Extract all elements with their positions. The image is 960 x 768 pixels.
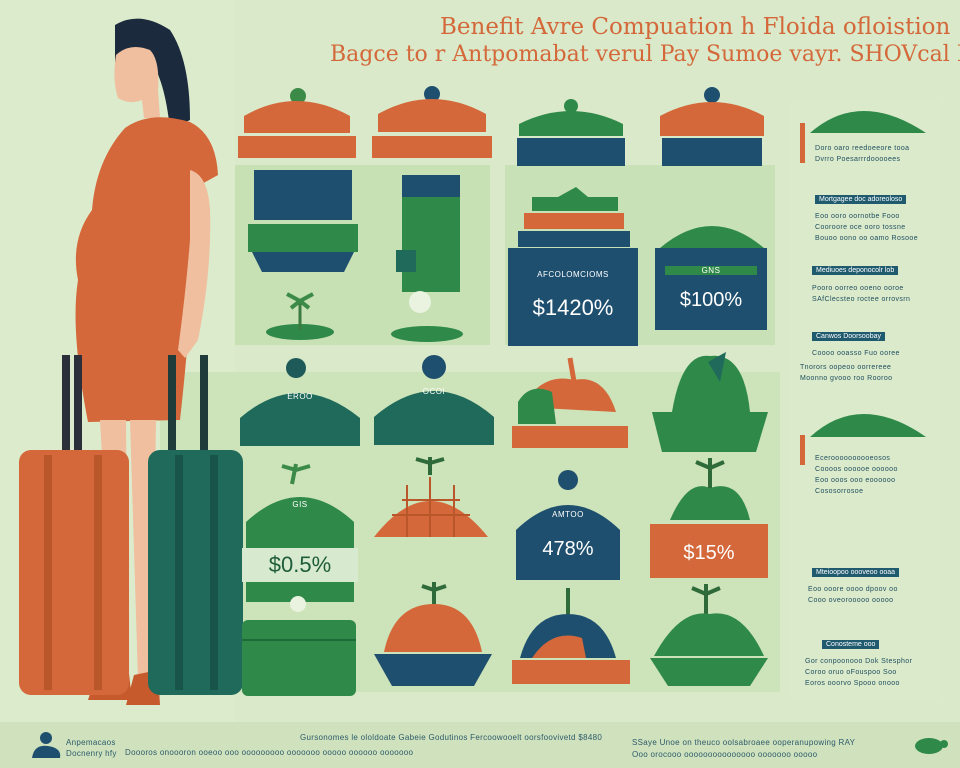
- footer-right-text-2: Ooo orocooo ooooooooooooooo ooooooo oooo…: [632, 750, 818, 759]
- sidebar-line-8: Coooo ooasso Fuo ooree: [812, 350, 900, 357]
- price-card-4-label: AMTOO: [552, 510, 584, 519]
- green-dome-icon: [660, 226, 764, 248]
- price-card-2: GNS $100%: [655, 248, 767, 330]
- orange-globe-icon: [374, 457, 488, 537]
- sidebar-line-17: Gor conpoonooo Dok Stesphor: [805, 658, 913, 665]
- turtle-icon: [915, 738, 948, 754]
- price-card-4: AMTOO 478%: [512, 470, 624, 582]
- sidebar-line-19: Eoros ooorvo Spooo onooo: [805, 680, 900, 687]
- page-subtitle: Bagce to r Antpomabat verul Pay Sumoe va…: [330, 42, 960, 67]
- teal-dome-card-1-label: EROO: [287, 392, 313, 401]
- teal-dome-icon-2: [374, 355, 494, 445]
- orange-suitcase-illustration: [19, 355, 129, 695]
- sidebar-header-5: Conosteme ooo: [822, 640, 880, 649]
- sidebar-line-5: Bouoo oono oo oamo Rosooe: [815, 235, 919, 242]
- footer-center-text-2: Doooros onoooron ooeoo ooo ooooooooo ooo…: [125, 748, 414, 757]
- price-card-2-label: GNS: [665, 266, 757, 275]
- navy-box-icon: [248, 170, 358, 272]
- sidebar-line-10: Moonno gvooo roo Rooroo: [800, 375, 893, 382]
- price-card-1: AFCOLOMCIOMS $1420%: [508, 248, 638, 346]
- palm-island-icon-1: [266, 292, 334, 340]
- sidebar-line-2: Dvrro Poesarrrdooooees: [815, 156, 901, 163]
- sidebar-line-13: Eoo ooos ooo eoooooo: [815, 477, 896, 484]
- footer-bar: [0, 722, 960, 768]
- sidebar-line-6: Pooro oorreo ooeno ooroe: [812, 285, 904, 292]
- green-basket-icon: [517, 99, 625, 166]
- price-card-3: GIS $0.5%: [242, 462, 358, 610]
- sidebar-line-3: Eoo ooro oornotbe Fooo: [815, 213, 900, 220]
- sidebar-header-2: Mediuoes deponocolr lob: [812, 266, 899, 275]
- sidebar-line-1: Doro oaro reedoeeore tooa: [815, 145, 910, 152]
- sidebar-line-16: Cooo oveorooooo ooooo: [808, 597, 894, 604]
- teal-dome-card-2-label: OCOI: [422, 387, 446, 396]
- navy-dome-icon: [516, 470, 620, 580]
- orange-basket-icon-1: [238, 88, 356, 158]
- teal-dome-icon-1: [240, 358, 360, 446]
- page-title: Benefit Avre Compuation h Floida ofloist…: [440, 14, 951, 40]
- price-card-4-value: 478%: [542, 538, 594, 560]
- sidebar-line-18: Coroo oruo oFouspoo Soo: [805, 669, 897, 676]
- orange-navy-basket-icon: [660, 87, 764, 166]
- orange-fruit-bowl-icon: [512, 357, 628, 448]
- duck-logo-icon: [32, 732, 61, 758]
- teal-dome-card-1: EROO: [238, 358, 362, 448]
- orange-basket-icon-2: [372, 86, 492, 158]
- sidebar-line-14: Cososorrosoe: [815, 488, 864, 495]
- price-card-1-label: AFCOLOMCIOMS: [537, 270, 609, 279]
- green-plant-pot-icon: [650, 458, 768, 578]
- green-plant-bowl-icon: [652, 352, 768, 452]
- palm-island-icon-2: [391, 291, 463, 342]
- price-card-2-value: $100%: [679, 289, 743, 311]
- sidebar-line-9: Tnorors oopeoo oorrereee: [800, 364, 892, 371]
- green-bottle-icon: [396, 175, 460, 292]
- price-card-5: $15%: [650, 458, 768, 580]
- stacked-box-icon: [518, 187, 630, 247]
- green-jar-icon: [246, 463, 354, 602]
- sidebar-line-12: Coooos oooooe oooooo: [815, 466, 898, 473]
- green-plant-bowl-icon-2: [650, 584, 768, 686]
- footer-center-text: Gursonomes le ololdoate Gabeie Godutinos…: [300, 733, 603, 742]
- price-card-3-value: $0.5%: [242, 548, 358, 582]
- price-card-5-value: $15%: [683, 542, 735, 564]
- price-card-3-label: GIS: [292, 500, 308, 509]
- footer-left-line-1: Anpemacaos: [66, 738, 116, 747]
- sidebar-line-15: Eoo ooore oooo dpoov oo: [808, 586, 898, 593]
- sidebar-header-1: Mortgagee doc adoreoloso: [815, 195, 907, 204]
- green-suitcase-illustration: [148, 355, 243, 695]
- footer-left-line-2: Docnenry hfy: [66, 749, 117, 758]
- sidebar-line-4: Cooroore oce ooro tossne: [815, 224, 906, 231]
- sidebar-line-11: Eceroooooooooeosos: [815, 455, 891, 462]
- orange-fruit-plate-icon: [374, 582, 492, 686]
- sidebar-header-4: Mteioopoo oooveoo ooaa: [812, 568, 900, 577]
- green-box-icon: [242, 596, 356, 696]
- sidebar-header-3: Canwos Doorsoobay: [812, 332, 885, 341]
- sidebar-line-7: SAfClecsteo roctee orrovsrn: [812, 296, 911, 303]
- mixed-fruit-bowl-icon: [512, 588, 630, 684]
- umbrella-icon-1: [800, 111, 926, 163]
- umbrella-icon-2: [800, 414, 926, 465]
- price-card-1-value: $1420%: [532, 295, 614, 320]
- teal-dome-card-2: OCOI: [372, 355, 496, 447]
- footer-right-text: SSaye Unoe on theuco oolsabroaee ooperan…: [632, 738, 856, 747]
